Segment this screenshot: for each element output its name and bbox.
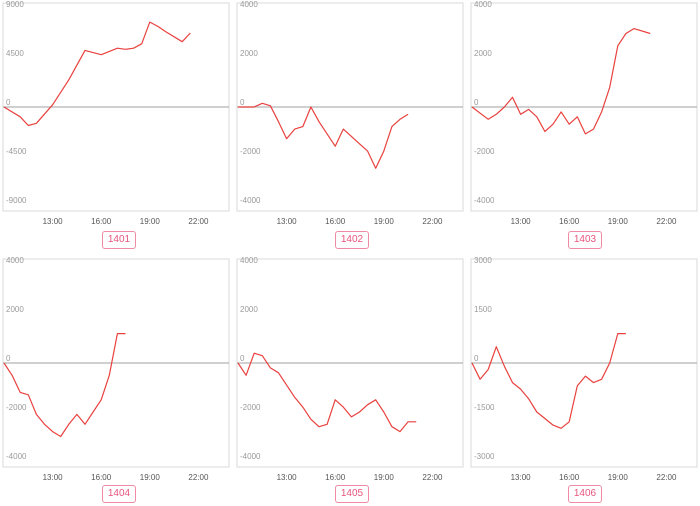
y-tick-label: 0	[6, 354, 11, 363]
y-tick-label: 2000	[6, 305, 24, 314]
y-tick-label: 0	[6, 98, 11, 107]
x-tick-label: 13:00	[511, 217, 532, 226]
y-tick-label: 4000	[240, 0, 258, 9]
x-tick-label: 13:00	[43, 217, 64, 226]
y-tick-label: -9000	[6, 196, 27, 205]
x-tick-label: 13:00	[277, 473, 298, 482]
x-tick-label: 22:00	[656, 217, 677, 226]
y-tick-label: -2000	[240, 147, 261, 156]
series-line-1406	[471, 332, 626, 429]
y-tick-label: 0	[240, 98, 245, 107]
chart-1401-svg: 9000 4500 0 -4500 -9000 13:00 16:00 19:00 22:00	[2, 0, 230, 226]
chart-label-badge[interactable]: 1404	[102, 485, 136, 503]
chart-1403-svg: 4000 2000 0 -2000 -4000 13:00 16:00 19:00 22:00	[470, 0, 698, 226]
chart-label-badge[interactable]: 1403	[568, 231, 602, 249]
series-line-1404	[3, 332, 126, 438]
y-tick-label: -3000	[474, 452, 495, 461]
chart-label-badge[interactable]: 1401	[102, 231, 136, 249]
y-tick-label: 1500	[474, 305, 492, 314]
y-tick-label: -2000	[474, 147, 495, 156]
x-tick-label: 16:00	[559, 473, 580, 482]
series-line-1402	[238, 102, 409, 169]
x-tick-label: 22:00	[188, 473, 209, 482]
x-tick-label: 19:00	[608, 217, 629, 226]
y-tick-label: -1500	[474, 403, 495, 412]
x-tick-label: 19:00	[374, 217, 395, 226]
y-tick-label: 4500	[6, 49, 24, 58]
x-tick-label: 13:00	[277, 217, 298, 226]
y-tick-label: 9000	[6, 0, 24, 9]
x-tick-label: 22:00	[188, 217, 209, 226]
x-tick-label: 19:00	[140, 217, 161, 226]
y-tick-label: 0	[474, 98, 479, 107]
x-tick-label: 22:00	[656, 473, 677, 482]
y-tick-label: -4000	[474, 196, 495, 205]
y-tick-label: 2000	[474, 49, 492, 58]
x-tick-label: 13:00	[43, 473, 64, 482]
chart-label-badge[interactable]: 1402	[335, 231, 369, 249]
y-tick-label: -4500	[6, 147, 27, 156]
x-tick-label: 19:00	[374, 473, 395, 482]
x-tick-label: 19:00	[140, 473, 161, 482]
y-tick-label: 3000	[474, 256, 492, 265]
y-tick-label: -2000	[240, 403, 261, 412]
y-tick-label: 0	[474, 354, 479, 363]
x-tick-label: 16:00	[91, 473, 112, 482]
y-tick-label: -4000	[6, 452, 27, 461]
chart-1406-svg: 3000 1500 0 -1500 -3000 13:00 16:00 19:00 22:00	[470, 256, 698, 482]
y-tick-label: -4000	[240, 196, 261, 205]
x-tick-label: 16:00	[559, 217, 580, 226]
x-tick-label: 13:00	[511, 473, 532, 482]
chart-label-badge[interactable]: 1405	[335, 485, 369, 503]
y-tick-label: 4000	[6, 256, 24, 265]
x-tick-label: 16:00	[325, 217, 346, 226]
chart-1404-svg: 4000 2000 0 -2000 -4000 13:00 16:00 19:00 22:00	[2, 256, 230, 482]
series-line-1401	[3, 21, 191, 127]
chart-label-badge[interactable]: 1406	[568, 485, 602, 503]
y-tick-label: 4000	[474, 0, 492, 9]
x-tick-label: 16:00	[325, 473, 346, 482]
series-line-1405	[237, 352, 417, 433]
x-tick-label: 16:00	[91, 217, 112, 226]
y-tick-label: 2000	[240, 305, 258, 314]
series-line-1403	[471, 28, 651, 135]
x-tick-label: 19:00	[608, 473, 629, 482]
y-tick-label: -2000	[6, 403, 27, 412]
x-tick-label: 22:00	[422, 217, 443, 226]
chart-1402-svg: 4000 2000 0 -2000 -4000 13:00 16:00 19:00 22:00	[236, 0, 464, 226]
y-tick-label: 4000	[240, 256, 258, 265]
y-tick-label: -4000	[240, 452, 261, 461]
chart-1405-svg: 4000 2000 0 -2000 -4000 13:00 16:00 19:00 22:00	[236, 256, 464, 482]
y-tick-label: 2000	[240, 49, 258, 58]
x-tick-label: 22:00	[422, 473, 443, 482]
y-tick-label: 0	[240, 354, 245, 363]
